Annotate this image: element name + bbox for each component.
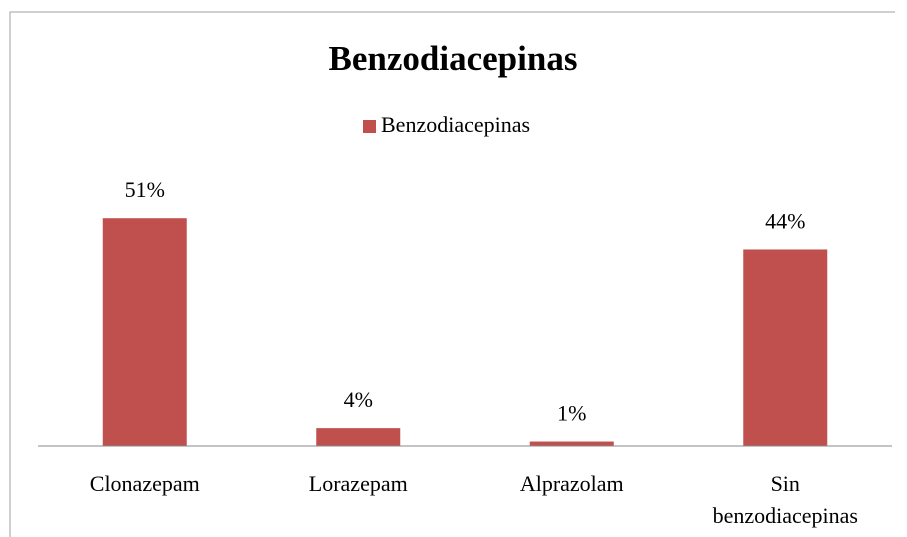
data-label: 1% (557, 401, 586, 426)
chart-border (9, 11, 895, 537)
chart-title: Benzodiacepinas (329, 39, 578, 78)
bar (316, 428, 401, 446)
x-tick-label: Clonazepam (89, 471, 200, 496)
data-label: 51% (125, 177, 165, 202)
bar (743, 249, 828, 446)
data-label: 44% (765, 209, 805, 234)
data-label: 4% (344, 387, 373, 412)
x-tick-label: Alprazolam (519, 471, 624, 496)
legend-swatch (363, 120, 376, 133)
x-tick-label: Sin benzodiacepinas (712, 471, 858, 528)
legend-label: Benzodiacepinas (381, 112, 530, 137)
bar (529, 441, 614, 446)
x-tick-label: Lorazepam (308, 471, 408, 496)
bar (102, 218, 187, 446)
